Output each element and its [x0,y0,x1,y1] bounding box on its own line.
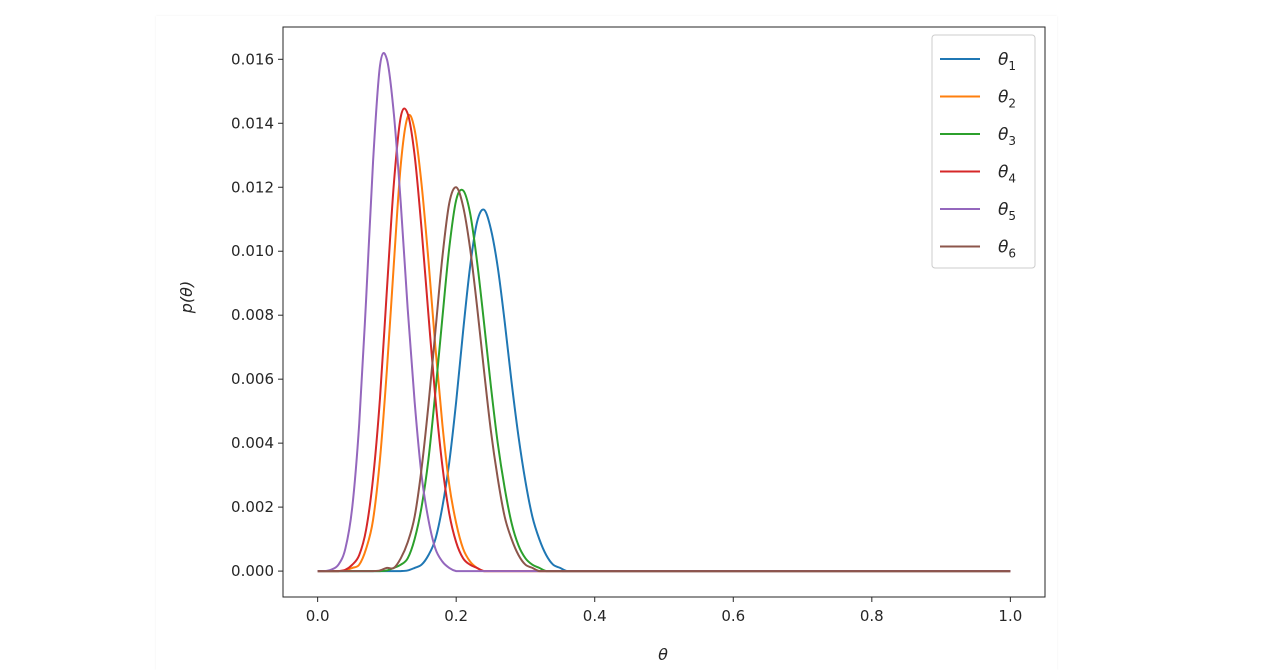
legend-label: θ3 [998,125,1016,148]
y-tick-label: 0.002 [231,498,274,516]
legend-label: θ2 [998,88,1016,111]
x-axis-ticks: 0.0 0.2 0.4 0.6 0.8 1.0 [306,597,1022,625]
y-tick-label: 0.012 [231,178,274,196]
x-tick-label: 0.8 [860,607,884,625]
series-line-6 [317,186,1011,573]
series-line-5 [317,52,1011,573]
legend-box [931,34,1036,269]
series-lines [317,52,1011,573]
x-tick-label: 1.0 [998,607,1022,625]
y-tick-label: 0.014 [231,114,274,132]
x-axis-label: θ [658,645,668,664]
figure-panel [156,16,1057,670]
y-tick-label: 0.004 [231,434,274,452]
legend-label: θ4 [998,163,1016,186]
legend-label: θ5 [998,200,1016,223]
legend-entry: θ4 [940,163,1016,186]
y-tick-label: 0.016 [231,50,274,68]
y-axis-label: p(θ) [177,281,196,314]
legend-label: θ1 [998,50,1016,73]
legend-label: θ6 [998,238,1016,261]
series-line-3 [317,188,1011,573]
legend-entry: θ6 [940,238,1016,261]
series-line-1 [317,208,1011,573]
axes-frame [282,26,1046,598]
y-tick-label: 0.000 [231,562,274,580]
y-tick-label: 0.010 [231,242,274,260]
y-tick-label: 0.006 [231,370,274,388]
legend-entry: θ1 [940,50,1016,73]
legend-entry: θ3 [940,125,1016,148]
x-tick-label: 0.0 [306,607,330,625]
x-tick-label: 0.4 [583,607,607,625]
legend-entry: θ5 [940,200,1016,223]
legend: θ1 θ2 θ3 θ4 θ5 θ6 [931,34,1036,269]
x-tick-label: 0.6 [721,607,745,625]
legend-entry: θ2 [940,88,1016,111]
y-axis-ticks: 0.000 0.002 0.004 0.006 0.008 0.010 0.012 0.014… [231,50,283,580]
y-tick-label: 0.008 [231,306,274,324]
x-tick-label: 0.2 [444,607,468,625]
